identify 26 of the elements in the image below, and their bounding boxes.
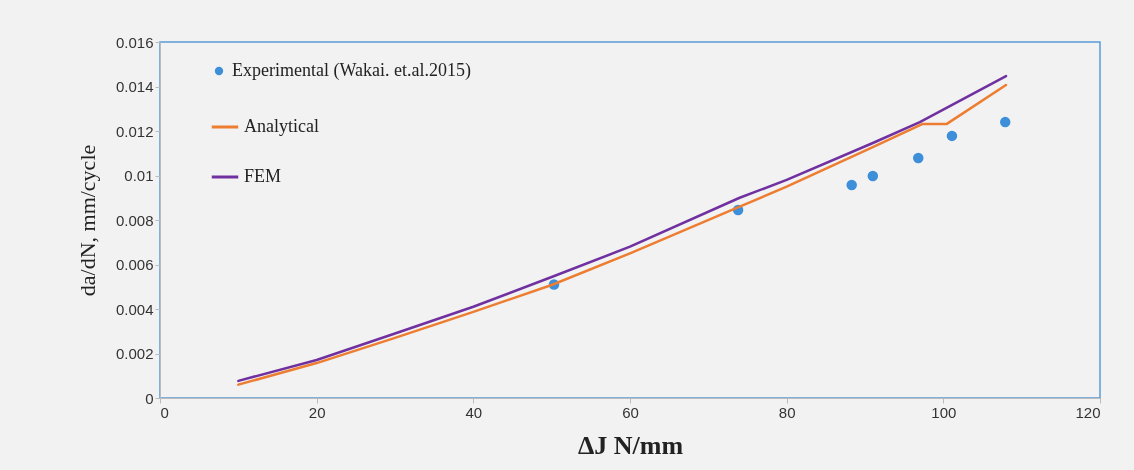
x-axis-title: ΔJ N/mm [577,430,684,460]
x-tick-label: 80 [778,403,796,421]
point [913,152,924,164]
y-axis-title: da/dN, mm/cycle [74,144,100,297]
x-tick-label: 100 [931,403,957,421]
x-tick-label: 120 [1075,403,1101,421]
y-tick-label: 0.004 [115,300,154,318]
legend-label: FEM [244,166,282,186]
y-tick-label: 0.008 [115,211,154,229]
legend-label: Analytical [244,116,319,136]
y-tick-label: 0.006 [115,256,154,273]
y-tick-label: 0.016 [115,33,154,51]
x-tick-label: 60 [622,403,639,421]
point [999,116,1011,128]
point [867,170,879,182]
y-tick-label: 0.002 [115,345,154,362]
point [946,130,958,142]
point [846,179,857,191]
y-tick-label: 0.01 [124,167,154,184]
legend-label: Experimental (Wakai. et.al.2015) [232,60,471,81]
y-tick-label: 0.012 [115,122,154,140]
x-tick-label: 20 [308,403,326,421]
x-tick-label: 40 [465,403,483,421]
y-tick-label: 0 [145,389,154,407]
x-tick-label: 0 [160,403,169,421]
y-tick-label: 0.014 [115,78,154,95]
